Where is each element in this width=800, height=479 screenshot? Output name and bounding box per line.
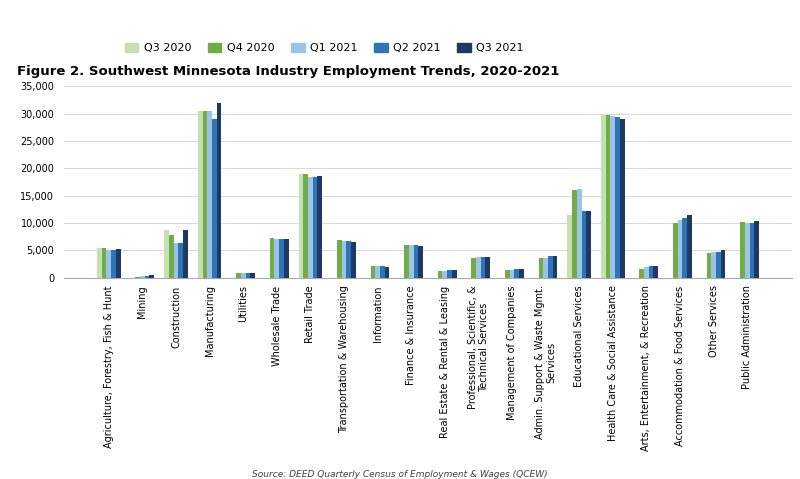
Bar — [116, 250, 121, 278]
Bar — [754, 221, 759, 278]
Bar — [572, 190, 577, 278]
Bar — [337, 240, 342, 278]
Bar — [212, 119, 217, 278]
Bar — [476, 257, 481, 278]
Bar — [678, 220, 682, 278]
Bar — [716, 251, 721, 278]
Bar — [615, 117, 620, 278]
Bar — [750, 223, 754, 278]
Bar — [438, 271, 442, 278]
Bar — [409, 245, 414, 278]
Bar — [682, 217, 687, 278]
Bar — [351, 242, 356, 278]
Bar — [111, 250, 116, 278]
Bar — [586, 211, 591, 278]
Bar — [639, 269, 644, 278]
Bar — [538, 258, 543, 278]
Bar — [270, 238, 274, 278]
Bar — [303, 174, 308, 278]
Bar — [174, 243, 178, 278]
Bar — [380, 266, 385, 278]
Bar — [97, 248, 102, 278]
Bar — [673, 223, 678, 278]
Bar — [740, 222, 745, 278]
Bar — [150, 275, 154, 278]
Bar — [202, 111, 207, 278]
Bar — [481, 257, 486, 278]
Bar — [620, 118, 625, 278]
Bar — [217, 103, 222, 278]
Bar — [135, 277, 140, 278]
Bar — [577, 189, 582, 278]
Bar — [183, 230, 188, 278]
Bar — [601, 115, 606, 278]
Bar — [567, 215, 572, 278]
Bar — [375, 266, 380, 278]
Bar — [582, 211, 586, 278]
Bar — [505, 270, 510, 278]
Bar — [606, 115, 610, 278]
Bar — [553, 256, 558, 278]
Bar — [649, 266, 654, 278]
Bar — [140, 276, 145, 278]
Bar — [308, 177, 313, 278]
Bar — [543, 258, 548, 278]
Bar — [654, 266, 658, 278]
Bar — [471, 258, 476, 278]
Bar — [346, 240, 351, 278]
Bar — [164, 230, 169, 278]
Bar — [706, 252, 711, 278]
Bar — [279, 239, 284, 278]
Text: Figure 2. Southwest Minnesota Industry Employment Trends, 2020-2021: Figure 2. Southwest Minnesota Industry E… — [17, 65, 559, 78]
Bar — [298, 174, 303, 278]
Bar — [711, 252, 716, 278]
Bar — [250, 273, 255, 278]
Bar — [418, 246, 423, 278]
Bar — [313, 177, 318, 278]
Text: Source: DEED Quarterly Census of Employment & Wages (QCEW): Source: DEED Quarterly Census of Employm… — [252, 469, 548, 479]
Bar — [178, 243, 183, 278]
Bar — [207, 111, 212, 278]
Bar — [745, 223, 750, 278]
Bar — [284, 239, 289, 278]
Bar — [404, 245, 409, 278]
Bar — [246, 273, 250, 278]
Bar — [644, 267, 649, 278]
Bar — [106, 250, 111, 278]
Bar — [548, 256, 553, 278]
Bar — [236, 273, 241, 278]
Bar — [370, 266, 375, 278]
Bar — [241, 273, 246, 278]
Legend: Q3 2020, Q4 2020, Q1 2021, Q2 2021, Q3 2021: Q3 2020, Q4 2020, Q1 2021, Q2 2021, Q3 2… — [121, 38, 528, 57]
Bar — [385, 267, 390, 278]
Bar — [198, 111, 202, 278]
Bar — [169, 235, 174, 278]
Bar — [514, 269, 519, 278]
Bar — [318, 176, 322, 278]
Bar — [721, 251, 726, 278]
Bar — [610, 116, 615, 278]
Bar — [414, 245, 418, 278]
Bar — [452, 270, 457, 278]
Bar — [447, 270, 452, 278]
Bar — [274, 239, 279, 278]
Bar — [145, 276, 150, 278]
Bar — [486, 257, 490, 278]
Bar — [510, 270, 514, 278]
Bar — [519, 269, 524, 278]
Bar — [342, 240, 346, 278]
Bar — [102, 248, 106, 278]
Bar — [687, 215, 692, 278]
Bar — [442, 271, 447, 278]
